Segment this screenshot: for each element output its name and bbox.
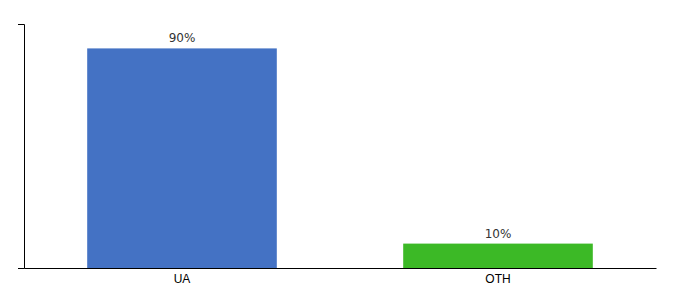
x-tick: OTH bbox=[485, 272, 510, 286]
bar bbox=[87, 48, 277, 268]
plot: UA OTH 90% 10% bbox=[18, 25, 657, 286]
x-tick-label: OTH bbox=[485, 272, 510, 286]
chart: UA OTH 90% 10% bbox=[0, 0, 680, 300]
bar bbox=[403, 244, 593, 268]
x-tick-label: UA bbox=[174, 272, 191, 286]
x-axis-line bbox=[25, 268, 657, 269]
bars bbox=[87, 48, 593, 268]
x-axis: UA OTH bbox=[25, 269, 657, 286]
data-label: 90% bbox=[169, 31, 196, 45]
y-axis bbox=[18, 25, 25, 269]
data-labels: 90% 10% bbox=[169, 31, 512, 240]
x-tick: UA bbox=[174, 272, 191, 286]
y-axis-line bbox=[18, 25, 25, 269]
data-label: 10% bbox=[485, 227, 512, 241]
